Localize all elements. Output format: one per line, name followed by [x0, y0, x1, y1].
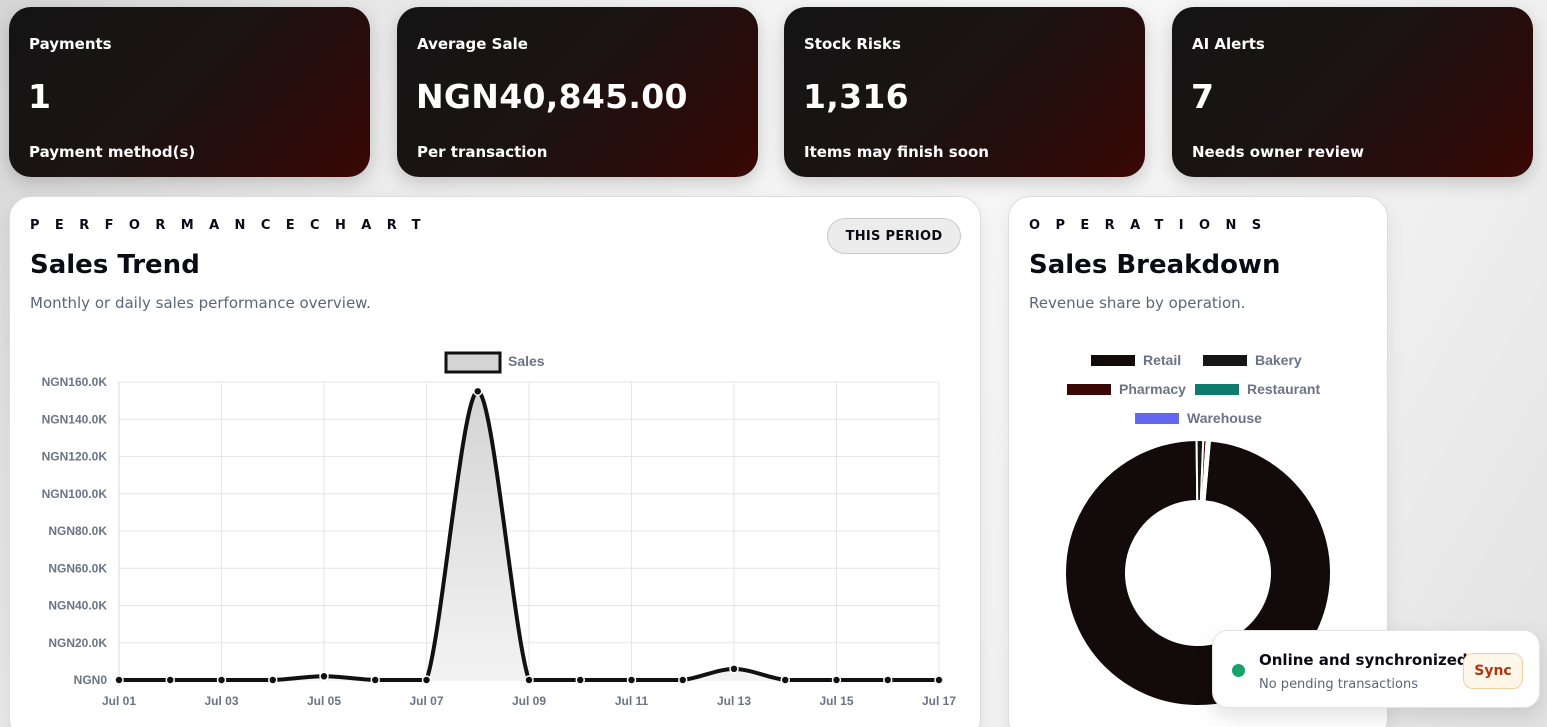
- stat-value: 1,316: [803, 77, 909, 116]
- legend-label-warehouse: Warehouse: [1187, 410, 1262, 426]
- legend-label-retail: Retail: [1143, 352, 1181, 368]
- sales-data-point: [473, 386, 483, 397]
- y-tick-label: NGN160.0K: [42, 375, 108, 389]
- x-tick-label: Jul 05: [307, 694, 341, 708]
- x-tick-label: Jul 03: [204, 694, 238, 708]
- x-tick-label: Jul 15: [819, 694, 853, 708]
- sales-data-point: [319, 671, 329, 682]
- legend-swatch-sales: [444, 351, 502, 374]
- stat-sub: Payment method(s): [29, 143, 196, 161]
- sales-data-point: [883, 675, 893, 685]
- x-tick-label: Jul 01: [102, 694, 136, 708]
- stat-value: 7: [1191, 77, 1215, 116]
- x-tick-label: Jul 07: [409, 694, 443, 708]
- sync-status-title: Online and synchronized: [1259, 651, 1468, 669]
- sales-data-point: [831, 675, 842, 685]
- y-tick-label: NGN40.0K: [48, 599, 107, 613]
- legend-swatch-bakery: [1203, 355, 1247, 366]
- sync-status-toast: Online and synchronized No pending trans…: [1212, 630, 1540, 708]
- y-tick-label: NGN120.0K: [42, 450, 108, 464]
- x-tick-label: Jul 09: [512, 694, 546, 708]
- stat-sub: Per transaction: [417, 143, 548, 161]
- legend-swatch-retail: [1091, 355, 1135, 366]
- stat-card-payments: Payments 1 Payment method(s): [9, 7, 370, 177]
- sales-trend-chart: NGN160.0K NGN140.0K NGN120.0K NGN100.0K NGN8…: [42, 351, 956, 708]
- sync-button[interactable]: Sync: [1463, 653, 1523, 689]
- sales-data-point: [370, 675, 380, 685]
- sales-data-point: [626, 675, 637, 685]
- y-tick-label: NGN140.0K: [42, 412, 108, 426]
- sales-data-point: [268, 675, 278, 685]
- legend-label-restaurant: Restaurant: [1247, 381, 1320, 397]
- stat-card-stock-risks: Stock Risks 1,316 Items may finish soon: [784, 7, 1145, 177]
- legend-swatch-warehouse: [1135, 413, 1179, 424]
- x-tick-label: Jul 17: [922, 694, 956, 708]
- y-tick-label: NGN0: [74, 673, 108, 687]
- stat-value: NGN40,845.00: [416, 77, 688, 116]
- sales-breakdown-title: Sales Breakdown: [1029, 250, 1281, 280]
- stat-label: AI Alerts: [1192, 35, 1265, 53]
- stat-sub: Items may finish soon: [804, 143, 989, 161]
- legend-label-sales: Sales: [508, 353, 545, 369]
- y-tick-label: NGN80.0K: [48, 524, 107, 538]
- legend-label-pharmacy: Pharmacy: [1119, 381, 1186, 397]
- stat-label: Stock Risks: [804, 35, 901, 53]
- x-tick-label: Jul 11: [615, 694, 649, 708]
- stat-card-average-sale: Average Sale NGN40,845.00 Per transactio…: [397, 7, 758, 177]
- stat-label: Payments: [29, 35, 112, 53]
- sales-data-point: [934, 675, 944, 685]
- performance-eyebrow: PERFORMANCECHART: [30, 218, 436, 233]
- stat-label: Average Sale: [417, 35, 528, 53]
- sync-status-subtitle: No pending transactions: [1259, 677, 1418, 692]
- sales-data-point: [114, 675, 124, 685]
- sales-trend-title: Sales Trend: [30, 250, 200, 280]
- y-tick-label: NGN20.0K: [48, 636, 107, 650]
- sales-data-point: [575, 675, 585, 685]
- operations-eyebrow: OPERATIONS: [1029, 218, 1277, 233]
- sales-data-point: [678, 675, 688, 685]
- sales-breakdown-description: Revenue share by operation.: [1029, 294, 1246, 312]
- stat-sub: Needs owner review: [1192, 143, 1364, 161]
- this-period-button[interactable]: THIS PERIOD: [827, 218, 961, 254]
- donut-slice-warehouse: [1202, 439, 1212, 503]
- sales-data-point: [524, 675, 534, 685]
- sales-data-point: [729, 664, 739, 674]
- sales-trend-description: Monthly or daily sales performance overv…: [30, 294, 371, 312]
- online-status-dot: [1232, 664, 1245, 677]
- legend-label-bakery: Bakery: [1255, 352, 1302, 368]
- stat-value: 1: [28, 77, 52, 116]
- legend-swatch-pharmacy: [1067, 384, 1111, 395]
- y-tick-label: NGN60.0K: [48, 561, 107, 575]
- sales-data-point: [780, 675, 790, 685]
- sales-data-point: [216, 675, 227, 685]
- sales-data-point: [165, 675, 175, 685]
- legend-swatch-restaurant: [1195, 384, 1239, 395]
- x-tick-label: Jul 13: [717, 694, 751, 708]
- y-tick-label: NGN100.0K: [42, 487, 108, 501]
- sales-data-point: [421, 675, 432, 685]
- stat-card-ai-alerts: AI Alerts 7 Needs owner review: [1172, 7, 1533, 177]
